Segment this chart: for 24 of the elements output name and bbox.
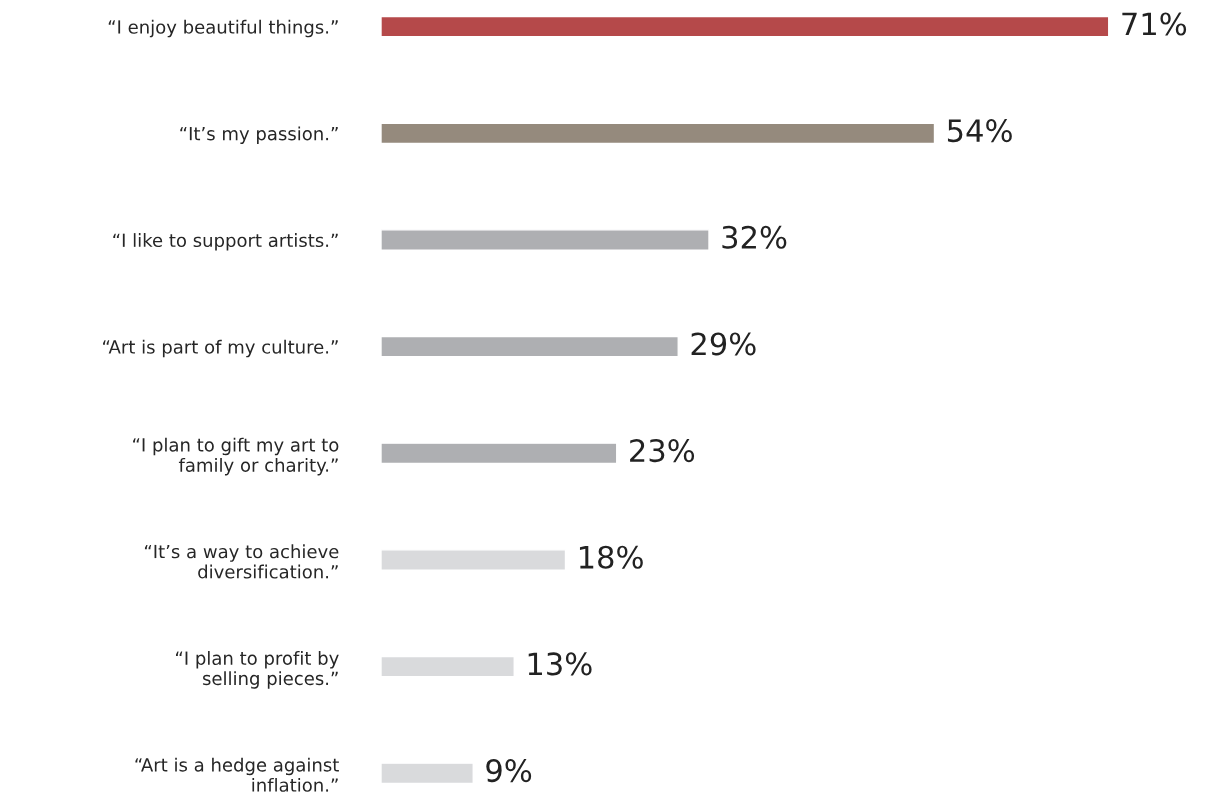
- bar: [381, 229, 710, 251]
- bar: [381, 15, 1110, 38]
- bar: [381, 655, 515, 678]
- data-label: 29%: [691, 332, 756, 356]
- y-tick-label: “It’s my passion.”: [180, 126, 338, 144]
- bar: [381, 549, 567, 571]
- bar: [381, 122, 936, 145]
- y-tick-label: “I like to support artists.”: [113, 233, 338, 251]
- y-tick-label: “I plan to gift my art to family or charity.”: [133, 437, 339, 476]
- y-tick-label: “Art is a hedge against inflation.”: [135, 757, 339, 792]
- y-tick-label: “Art is part of my culture.”: [103, 339, 338, 358]
- y-tick-label: “I enjoy beautiful things.”: [108, 19, 338, 38]
- data-label: 23%: [630, 439, 695, 463]
- data-label: 32%: [722, 225, 787, 249]
- data-label: 9%: [486, 759, 532, 783]
- data-label: 71%: [1122, 12, 1187, 36]
- y-tick-label: “I plan to profit by selling pieces.”: [176, 651, 339, 689]
- y-tick-label: “It’s a way to achieve diversification.”: [144, 544, 339, 579]
- bar: [381, 335, 679, 358]
- bar: [381, 762, 474, 785]
- bar: [381, 442, 618, 465]
- data-label: 18%: [579, 545, 643, 569]
- data-label: 13%: [528, 652, 592, 676]
- data-label: 54%: [947, 119, 1012, 143]
